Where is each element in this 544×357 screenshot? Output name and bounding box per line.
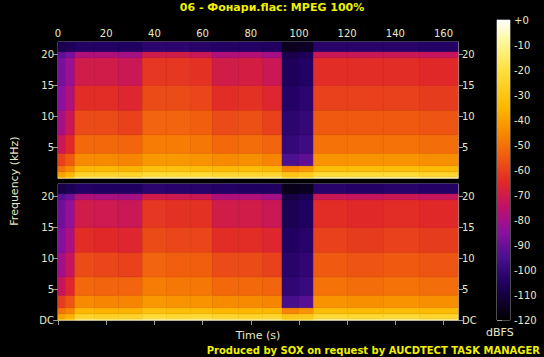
svg-text:20: 20	[41, 49, 54, 60]
svg-text:20: 20	[41, 191, 54, 202]
svg-text:-70: -70	[514, 190, 530, 201]
svg-text:15: 15	[41, 80, 54, 91]
svg-text:Frequency (kHz): Frequency (kHz)	[8, 136, 21, 225]
svg-text:DC: DC	[39, 315, 54, 326]
svg-text:-80: -80	[514, 215, 530, 226]
svg-text:5: 5	[48, 142, 54, 153]
svg-text:10: 10	[462, 253, 475, 264]
svg-text:5: 5	[48, 284, 54, 295]
svg-text:-60: -60	[514, 165, 530, 176]
svg-text:120: 120	[338, 28, 357, 39]
svg-text:+0: +0	[514, 15, 529, 26]
svg-text:-110: -110	[514, 290, 537, 301]
svg-text:10: 10	[41, 253, 54, 264]
svg-text:5: 5	[462, 142, 468, 153]
svg-text:60: 60	[196, 28, 209, 39]
svg-text:140: 140	[386, 28, 405, 39]
svg-text:10: 10	[462, 111, 475, 122]
svg-text:-20: -20	[514, 65, 530, 76]
svg-text:-50: -50	[514, 140, 530, 151]
svg-text:5: 5	[462, 284, 468, 295]
svg-text:20: 20	[462, 191, 475, 202]
svg-text:15: 15	[41, 222, 54, 233]
svg-text:Time (s): Time (s)	[235, 329, 281, 342]
svg-text:-90: -90	[514, 240, 530, 251]
svg-text:-10: -10	[514, 40, 530, 51]
svg-text:-30: -30	[514, 90, 530, 101]
svg-text:100: 100	[289, 28, 308, 39]
svg-text:15: 15	[462, 80, 475, 91]
svg-text:160: 160	[434, 28, 453, 39]
svg-text:10: 10	[41, 111, 54, 122]
svg-text:dBFS: dBFS	[486, 326, 514, 339]
svg-text:40: 40	[148, 28, 161, 39]
svg-text:-40: -40	[514, 115, 530, 126]
svg-text:80: 80	[244, 28, 257, 39]
svg-text:20: 20	[100, 28, 113, 39]
svg-text:0: 0	[55, 28, 61, 39]
svg-text:-100: -100	[514, 265, 537, 276]
svg-text:DC: DC	[462, 315, 477, 326]
svg-text:15: 15	[462, 222, 475, 233]
svg-text:Produced by SOX on request by: Produced by SOX on request by AUCDTECT T…	[207, 345, 541, 356]
svg-text:20: 20	[462, 49, 475, 60]
svg-text:-120: -120	[514, 315, 537, 326]
svg-text:06 - Фонари.flac: MPEG 100%: 06 - Фонари.flac: MPEG 100%	[180, 1, 364, 14]
